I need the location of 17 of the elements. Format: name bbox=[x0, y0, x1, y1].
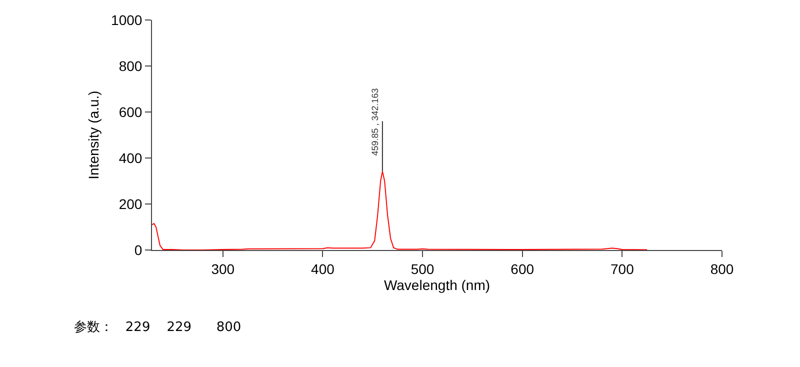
x-tick-label: 300 bbox=[211, 260, 235, 277]
x-tick-label: 400 bbox=[311, 260, 335, 277]
y-tick-label: 200 bbox=[118, 196, 142, 212]
x-tick-label: 600 bbox=[510, 260, 534, 277]
x-axis-title: Wavelength (nm) bbox=[384, 277, 490, 294]
x-tick-label: 700 bbox=[610, 260, 634, 277]
y-tick-label: 800 bbox=[118, 58, 142, 74]
y-tick-label: 0 bbox=[134, 242, 142, 258]
y-tick-label: 400 bbox=[118, 150, 142, 166]
y-axis-title: Intensity (a.u.) bbox=[86, 90, 102, 180]
line-series bbox=[152, 170, 648, 250]
y-tick-label: 1000 bbox=[111, 12, 142, 28]
y-tick-label: 600 bbox=[118, 104, 142, 120]
annotation: 459.85 , 342.163 bbox=[370, 88, 380, 156]
text: 参数： 229 229 800 bbox=[74, 320, 242, 335]
x-tick-label: 800 bbox=[710, 260, 734, 277]
x-tick-label: 500 bbox=[410, 260, 434, 277]
